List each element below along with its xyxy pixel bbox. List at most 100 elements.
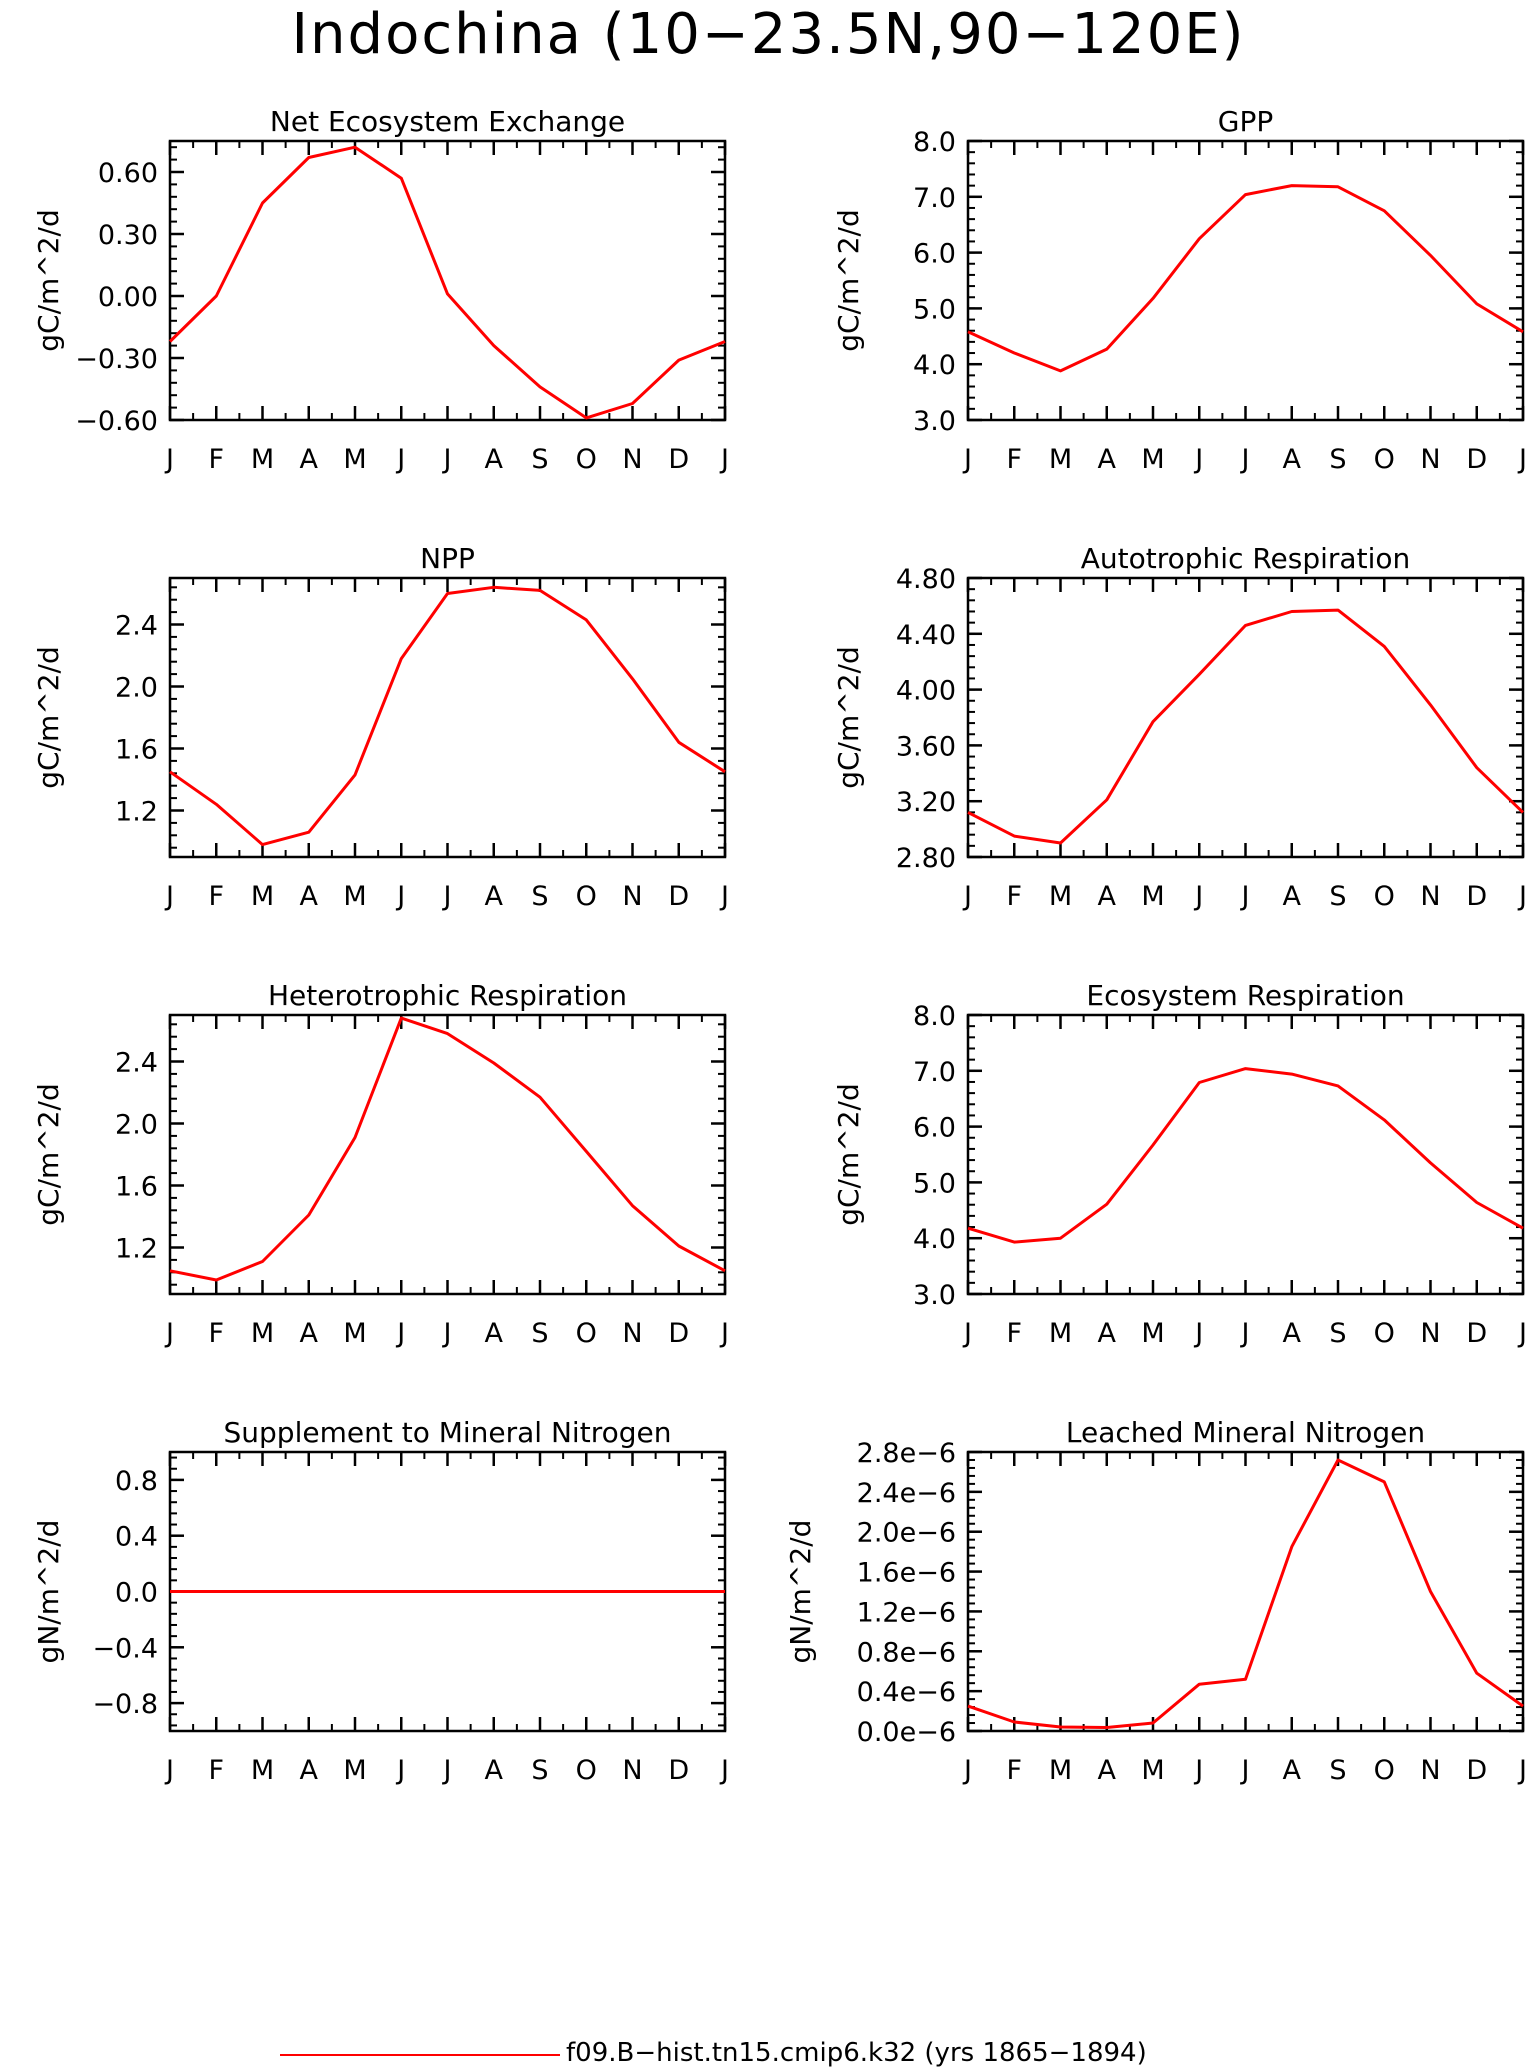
y-tick-label: 0.4 bbox=[115, 1522, 158, 1553]
chart-title: Ecosystem Respiration bbox=[1086, 979, 1404, 1012]
y-tick-label: 4.00 bbox=[896, 676, 956, 707]
x-tick-label: D bbox=[668, 444, 689, 475]
x-tick-label: J bbox=[1193, 1755, 1203, 1786]
y-tick-label: 0.4e−6 bbox=[857, 1677, 956, 1708]
x-tick-label: O bbox=[1374, 444, 1395, 475]
x-tick-label: D bbox=[1466, 881, 1487, 912]
chart-title: Supplement to Mineral Nitrogen bbox=[224, 1416, 672, 1449]
legend-label: f09.B−hist.tn15.cmip6.k32 (yrs 1865−1894… bbox=[566, 2038, 1147, 2068]
x-tick-label: A bbox=[1283, 1755, 1302, 1786]
x-tick-label: N bbox=[622, 881, 642, 912]
y-tick-label: 2.0e−6 bbox=[857, 1518, 956, 1549]
x-tick-label: J bbox=[442, 881, 452, 912]
x-tick-label: J bbox=[1517, 1318, 1527, 1349]
x-tick-label: F bbox=[1006, 881, 1022, 912]
x-tick-label: M bbox=[251, 1318, 274, 1349]
x-tick-label: F bbox=[208, 1755, 224, 1786]
x-tick-label: D bbox=[1466, 1318, 1487, 1349]
plot-frame bbox=[968, 1015, 1523, 1294]
x-tick-label: M bbox=[343, 881, 366, 912]
y-tick-label: −0.30 bbox=[75, 344, 158, 375]
x-tick-label: A bbox=[1283, 881, 1302, 912]
x-tick-label: J bbox=[1517, 1755, 1527, 1786]
x-tick-label: N bbox=[1420, 881, 1440, 912]
x-tick-label: J bbox=[1517, 881, 1527, 912]
y-tick-label: 0.8 bbox=[115, 1466, 158, 1497]
x-tick-label: S bbox=[531, 1318, 548, 1349]
x-tick-label: J bbox=[962, 881, 972, 912]
y-axis-label: gC/m^2/d bbox=[832, 209, 865, 352]
y-tick-label: 2.4 bbox=[115, 611, 158, 642]
x-tick-label: O bbox=[576, 444, 597, 475]
x-tick-label: M bbox=[1141, 1755, 1164, 1786]
series-line bbox=[968, 1069, 1523, 1243]
x-tick-label: A bbox=[485, 1755, 504, 1786]
x-tick-label: M bbox=[1049, 1755, 1072, 1786]
plot-frame bbox=[170, 141, 725, 420]
y-axis-label: gN/m^2/d bbox=[784, 1520, 817, 1664]
plot-frame bbox=[968, 141, 1523, 420]
series-line bbox=[968, 610, 1523, 843]
x-tick-label: F bbox=[1006, 1755, 1022, 1786]
y-tick-label: 7.0 bbox=[913, 183, 956, 214]
x-tick-label: D bbox=[1466, 1755, 1487, 1786]
x-tick-label: F bbox=[208, 444, 224, 475]
y-tick-label: 2.0 bbox=[115, 1110, 158, 1141]
y-axis-label: gN/m^2/d bbox=[32, 1520, 65, 1664]
x-tick-label: N bbox=[1420, 1755, 1440, 1786]
x-tick-label: A bbox=[485, 1318, 504, 1349]
x-tick-label: N bbox=[622, 444, 642, 475]
x-tick-label: S bbox=[1329, 1755, 1346, 1786]
y-tick-label: 1.2e−6 bbox=[857, 1597, 956, 1628]
y-tick-label: 4.0 bbox=[913, 1224, 956, 1255]
x-tick-label: F bbox=[208, 1318, 224, 1349]
y-tick-label: 6.0 bbox=[913, 1113, 956, 1144]
x-tick-label: M bbox=[1141, 881, 1164, 912]
x-tick-label: N bbox=[622, 1755, 642, 1786]
y-tick-label: 0.60 bbox=[98, 158, 158, 189]
x-tick-label: S bbox=[531, 1755, 548, 1786]
y-tick-label: 6.0 bbox=[913, 239, 956, 270]
x-tick-label: M bbox=[1049, 444, 1072, 475]
x-tick-label: A bbox=[1098, 444, 1117, 475]
x-tick-label: S bbox=[1329, 444, 1346, 475]
x-tick-label: A bbox=[485, 881, 504, 912]
x-tick-label: J bbox=[719, 444, 729, 475]
x-tick-label: J bbox=[719, 881, 729, 912]
x-tick-label: F bbox=[1006, 444, 1022, 475]
x-tick-label: A bbox=[1283, 444, 1302, 475]
x-tick-label: N bbox=[1420, 1318, 1440, 1349]
y-axis-label: gC/m^2/d bbox=[32, 646, 65, 789]
x-tick-label: J bbox=[1517, 444, 1527, 475]
y-tick-label: 1.2 bbox=[115, 797, 158, 828]
x-tick-label: F bbox=[208, 881, 224, 912]
x-tick-label: M bbox=[251, 1755, 274, 1786]
y-tick-label: 0.00 bbox=[98, 282, 158, 313]
x-tick-label: M bbox=[251, 444, 274, 475]
x-tick-label: J bbox=[1240, 444, 1250, 475]
y-tick-label: −0.8 bbox=[92, 1689, 158, 1720]
y-tick-label: −0.4 bbox=[92, 1633, 158, 1664]
y-tick-label: 0.0 bbox=[115, 1578, 158, 1609]
y-axis-label: gC/m^2/d bbox=[32, 1083, 65, 1226]
x-tick-label: A bbox=[300, 1318, 319, 1349]
y-tick-label: 4.80 bbox=[896, 564, 956, 595]
x-tick-label: A bbox=[1283, 1318, 1302, 1349]
x-tick-label: N bbox=[622, 1318, 642, 1349]
y-tick-label: 8.0 bbox=[913, 1001, 956, 1032]
y-tick-label: 5.0 bbox=[913, 1168, 956, 1199]
y-tick-label: 2.4 bbox=[115, 1048, 158, 1079]
x-tick-label: M bbox=[1141, 444, 1164, 475]
y-tick-label: 4.40 bbox=[896, 620, 956, 651]
y-tick-label: 3.0 bbox=[913, 406, 956, 437]
y-tick-label: 3.60 bbox=[896, 731, 956, 762]
x-tick-label: J bbox=[1240, 1318, 1250, 1349]
x-tick-label: A bbox=[1098, 1318, 1117, 1349]
x-tick-label: J bbox=[962, 444, 972, 475]
x-tick-label: M bbox=[251, 881, 274, 912]
x-tick-label: J bbox=[1193, 881, 1203, 912]
x-tick-label: J bbox=[1193, 444, 1203, 475]
